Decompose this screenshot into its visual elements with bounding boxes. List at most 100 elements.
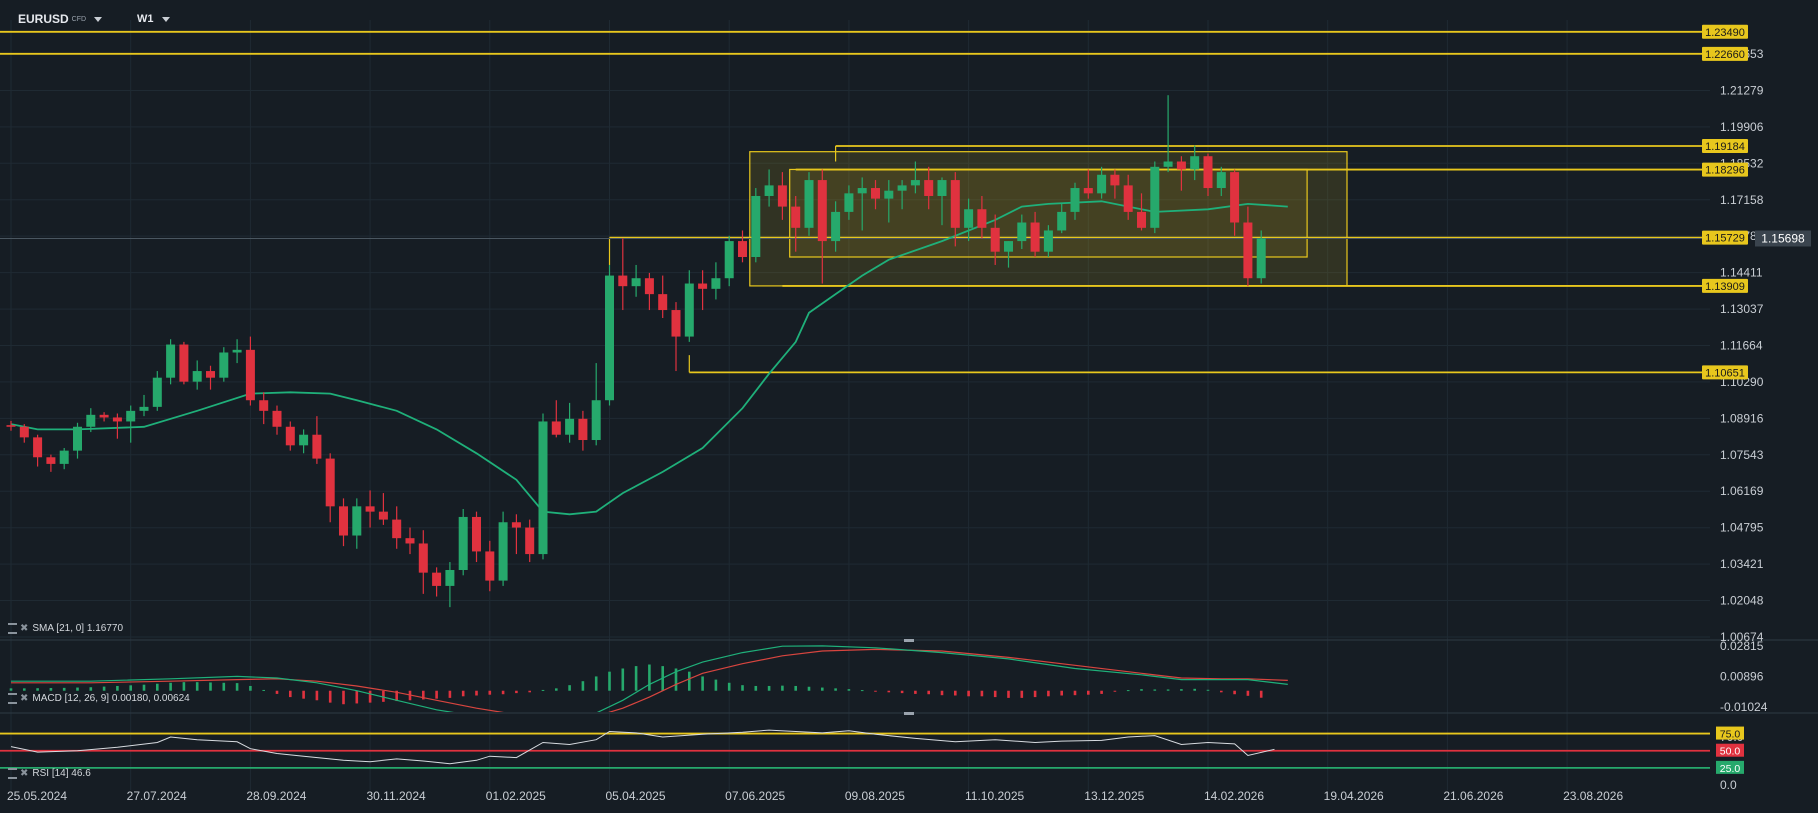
candle[interactable] xyxy=(591,363,601,446)
candle[interactable] xyxy=(458,508,468,576)
candle[interactable] xyxy=(605,264,614,406)
candle[interactable] xyxy=(272,405,282,435)
candle[interactable] xyxy=(166,339,176,385)
candle[interactable] xyxy=(724,235,734,287)
close-icon[interactable]: ✖ xyxy=(20,767,29,779)
candle[interactable] xyxy=(352,498,362,549)
candle[interactable] xyxy=(525,519,535,563)
candle[interactable] xyxy=(1203,153,1213,196)
sma-indicator-label[interactable]: ✖ SMA [21, 0] 1.16770 xyxy=(8,621,123,635)
level-price-badge[interactable]: 1.15729 xyxy=(1702,230,1748,245)
candle[interactable] xyxy=(950,172,960,247)
candle[interactable] xyxy=(418,530,428,594)
candle[interactable] xyxy=(405,527,415,555)
candle[interactable] xyxy=(112,413,122,439)
candle[interactable] xyxy=(1243,206,1253,287)
candle[interactable] xyxy=(1030,211,1040,257)
candle[interactable] xyxy=(924,166,934,210)
candle[interactable] xyxy=(857,177,867,231)
candle[interactable] xyxy=(884,180,894,223)
candle[interactable] xyxy=(511,514,521,555)
candle[interactable] xyxy=(485,540,495,592)
candle[interactable] xyxy=(312,416,322,464)
candle[interactable] xyxy=(46,454,56,472)
candle[interactable] xyxy=(432,567,442,597)
candle[interactable] xyxy=(59,447,69,470)
candle[interactable] xyxy=(1070,182,1080,220)
candle[interactable] xyxy=(1256,230,1266,284)
level-price-badge[interactable]: 1.22660 xyxy=(1702,46,1748,61)
candle[interactable] xyxy=(990,214,1000,265)
timeframe-selector[interactable]: W1 xyxy=(137,10,170,28)
candle[interactable] xyxy=(1163,95,1173,173)
candle[interactable] xyxy=(910,161,920,194)
settings-icon[interactable] xyxy=(8,692,17,704)
candle[interactable] xyxy=(99,412,109,422)
candle[interactable] xyxy=(259,392,269,425)
candle[interactable] xyxy=(1083,169,1093,199)
candle[interactable] xyxy=(791,195,801,252)
candle[interactable] xyxy=(472,511,481,563)
candle[interactable] xyxy=(1057,203,1067,234)
candle[interactable] xyxy=(6,420,16,431)
candle[interactable] xyxy=(498,511,508,586)
candle[interactable] xyxy=(285,421,295,451)
candle[interactable] xyxy=(1137,193,1146,231)
rsi-level-badge[interactable]: 50.0 xyxy=(1716,743,1744,758)
candle[interactable] xyxy=(578,410,588,451)
candle[interactable] xyxy=(86,408,96,433)
macd-signal-line[interactable] xyxy=(11,648,1288,719)
symbol-selector[interactable]: EURUSD CFD xyxy=(18,10,103,28)
candle[interactable] xyxy=(977,195,987,239)
candle[interactable] xyxy=(1216,166,1226,196)
candle[interactable] xyxy=(937,177,947,226)
candle[interactable] xyxy=(1110,169,1120,199)
pane-resize-handle[interactable] xyxy=(904,712,914,715)
candle[interactable] xyxy=(897,180,907,210)
candle[interactable] xyxy=(711,262,721,300)
candle[interactable] xyxy=(738,230,747,263)
candle[interactable] xyxy=(871,180,880,210)
candle[interactable] xyxy=(644,272,654,311)
candle[interactable] xyxy=(378,493,388,525)
rsi-level-badge[interactable]: 25.0 xyxy=(1716,760,1744,775)
candle[interactable] xyxy=(1004,241,1013,268)
settings-icon[interactable] xyxy=(8,767,17,779)
candle[interactable] xyxy=(152,371,162,411)
level-price-badge[interactable]: 1.18296 xyxy=(1702,162,1748,177)
candle[interactable] xyxy=(219,347,229,382)
close-icon[interactable]: ✖ xyxy=(20,622,29,634)
candle[interactable] xyxy=(325,453,335,523)
rsi-indicator-label[interactable]: ✖ RSI [14] 46.6 xyxy=(8,766,91,780)
candle[interactable] xyxy=(551,400,561,438)
candle[interactable] xyxy=(19,424,29,443)
level-price-badge[interactable]: 1.10651 xyxy=(1702,365,1748,380)
level-price-badge[interactable]: 1.23490 xyxy=(1702,24,1748,39)
candle[interactable] xyxy=(631,264,641,297)
candle[interactable] xyxy=(33,434,43,467)
candle[interactable] xyxy=(139,394,149,417)
rsi-level-badge[interactable]: 75.0 xyxy=(1716,726,1744,741)
candle[interactable] xyxy=(299,429,309,454)
candle[interactable] xyxy=(817,169,827,284)
candle[interactable] xyxy=(1230,169,1240,236)
candle[interactable] xyxy=(365,490,375,528)
candle[interactable] xyxy=(1150,161,1160,234)
candle[interactable] xyxy=(618,238,628,311)
candle[interactable] xyxy=(339,498,348,547)
candle[interactable] xyxy=(179,341,189,385)
candle[interactable] xyxy=(445,562,455,608)
candle[interactable] xyxy=(1097,166,1107,199)
candle[interactable] xyxy=(1190,145,1200,181)
candle[interactable] xyxy=(777,172,787,220)
candle[interactable] xyxy=(671,302,681,372)
candle[interactable] xyxy=(804,172,814,236)
candle[interactable] xyxy=(751,188,761,263)
candle[interactable] xyxy=(1123,174,1133,220)
candle[interactable] xyxy=(658,275,668,319)
candle[interactable] xyxy=(1176,156,1186,191)
candle[interactable] xyxy=(232,339,242,364)
pane-resize-handle[interactable] xyxy=(904,639,914,642)
settings-icon[interactable] xyxy=(8,622,17,634)
